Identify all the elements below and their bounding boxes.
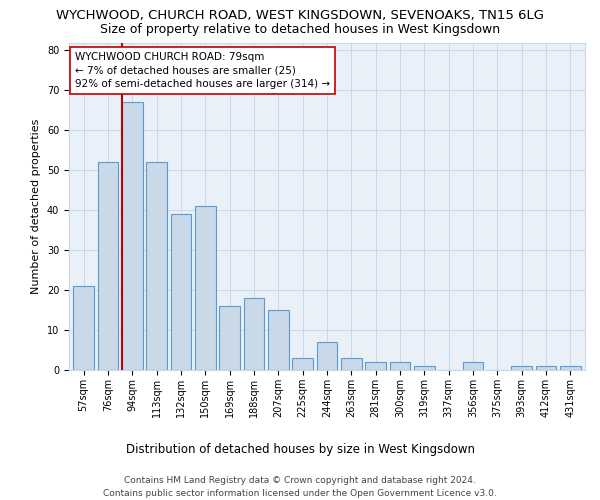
Bar	[98, 162, 118, 370]
Bar	[268, 310, 289, 370]
Bar	[389, 362, 410, 370]
Bar	[365, 362, 386, 370]
Bar	[219, 306, 240, 370]
Text: Distribution of detached houses by size in West Kingsdown: Distribution of detached houses by size …	[125, 442, 475, 456]
Bar	[122, 102, 143, 370]
Bar	[244, 298, 265, 370]
Bar	[195, 206, 215, 370]
Y-axis label: Number of detached properties: Number of detached properties	[31, 118, 41, 294]
Bar	[414, 366, 435, 370]
Bar	[511, 366, 532, 370]
Bar	[73, 286, 94, 370]
Bar	[536, 366, 556, 370]
Bar	[560, 366, 581, 370]
Bar	[146, 162, 167, 370]
Bar	[170, 214, 191, 370]
Text: WYCHWOOD CHURCH ROAD: 79sqm
← 7% of detached houses are smaller (25)
92% of semi: WYCHWOOD CHURCH ROAD: 79sqm ← 7% of deta…	[75, 52, 330, 89]
Bar	[341, 358, 362, 370]
Bar	[463, 362, 484, 370]
Bar	[317, 342, 337, 370]
Text: Size of property relative to detached houses in West Kingsdown: Size of property relative to detached ho…	[100, 22, 500, 36]
Text: Contains HM Land Registry data © Crown copyright and database right 2024.
Contai: Contains HM Land Registry data © Crown c…	[103, 476, 497, 498]
Bar	[292, 358, 313, 370]
Text: WYCHWOOD, CHURCH ROAD, WEST KINGSDOWN, SEVENOAKS, TN15 6LG: WYCHWOOD, CHURCH ROAD, WEST KINGSDOWN, S…	[56, 9, 544, 22]
